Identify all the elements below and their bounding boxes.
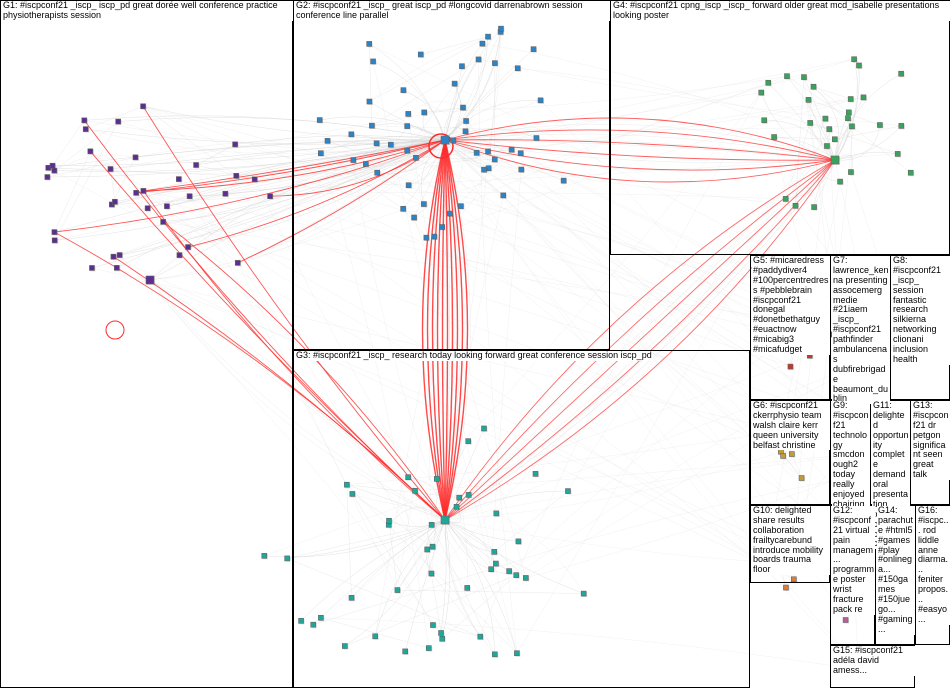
panel-label-g16: G16: #iscpc... rod liddle anne diarma...… xyxy=(917,506,950,625)
panel-g2 xyxy=(293,0,610,350)
panel-label-g5: G5: #micaredress #paddydiver4 #100percen… xyxy=(752,256,830,355)
panel-label-g6: G6: #iscpconf21 ckerrphysio team walsh c… xyxy=(752,401,830,450)
panel-label-g10: G10: delighted share results collaborati… xyxy=(752,506,830,575)
panel-label-g4: G4: #iscpconf21 cpng_iscp _iscp_ forward… xyxy=(612,1,950,21)
panel-label-g3: G3: #iscpconf21 _iscp_ research today lo… xyxy=(295,351,653,361)
panel-label-g8: G8: #iscpconf21 _iscp_ session fantastic… xyxy=(892,256,950,365)
panel-g1 xyxy=(0,0,293,688)
panel-label-g13: G13: #iscpconf21 dr petgon significant s… xyxy=(912,401,950,480)
panel-label-g2: G2: #iscpconf21 _iscp_ great iscp_pd #lo… xyxy=(295,1,610,21)
panel-label-g15: G15: #iscpconf21 adéla david amess... xyxy=(832,646,915,676)
panel-label-g7: G7: lawrence_kenna presenting assocemerg… xyxy=(832,256,890,404)
panel-g4 xyxy=(610,0,950,255)
panel-label-g12: G12: #iscpconf21 virtual pain managem...… xyxy=(832,506,875,615)
panel-label-g1: G1: #iscpconf21 _iscp_ iscp_pd great dor… xyxy=(2,1,293,21)
panel-label-g14: G14: parachute #html5 #games #play #onli… xyxy=(877,506,915,635)
panel-g3 xyxy=(293,350,750,688)
